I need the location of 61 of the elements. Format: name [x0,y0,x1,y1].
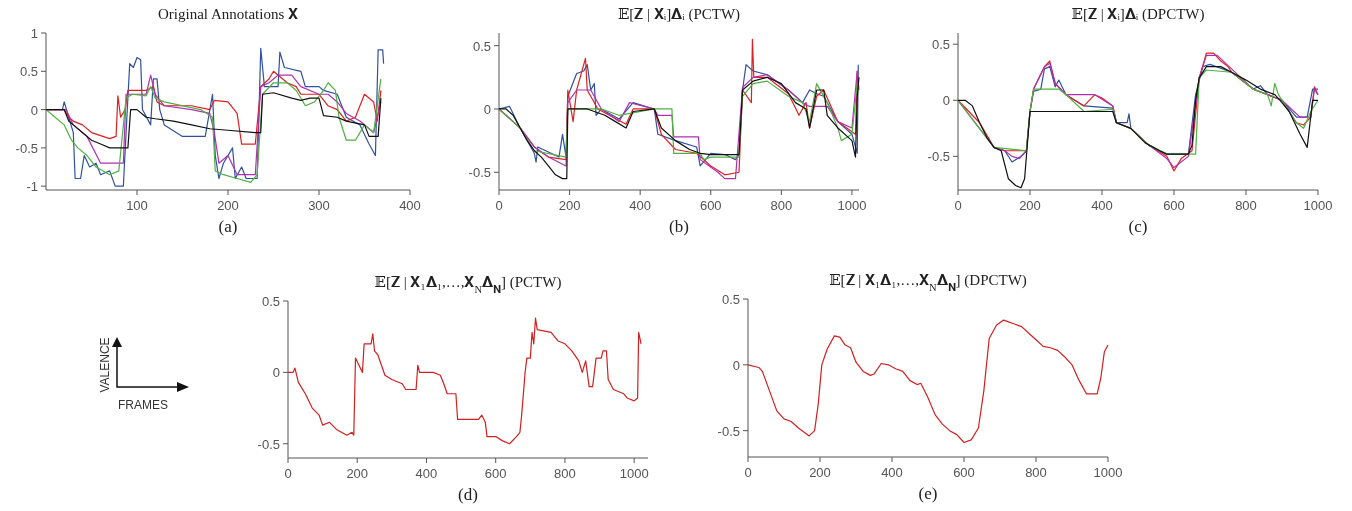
x-tick-label: 0 [954,198,962,213]
x-tick-label: 100 [126,198,148,213]
chart-title: 𝔼[𝐙 | 𝐗₁𝚫₁,…,𝐗$_{N}$𝚫$_{𝐍}$] (DPCTW) [829,272,1027,293]
x-axis-title: (e) [918,484,938,503]
x-tick-label: 400 [399,198,421,213]
y-tick-label: -0.5 [927,149,950,165]
chart-title: Original Annotations 𝐗 [158,6,298,22]
text: VALENCE [98,337,112,393]
x-axis-title: (b) [669,217,689,236]
x-tick-label: 300 [308,198,330,213]
x-tick-label: 200 [809,465,831,480]
y-tick-label: 0.5 [721,292,740,307]
y-tick-label: 0 [30,102,38,118]
y-tick-label: -0.5 [468,165,491,181]
x-tick-label: 600 [953,465,975,480]
y-tick-label: 0.5 [261,294,280,309]
y-tick-label: -1 [26,179,38,195]
x-tick-label: 600 [1163,198,1185,213]
x-tick-label: 1000 [619,466,649,481]
chart-title: 𝔼[𝐙 | 𝐗ᵢ]𝚫ᵢ (DPCTW) [1071,6,1205,23]
x-tick-label: 200 [346,466,369,481]
x-tick-label: 600 [484,466,507,481]
y-tick-label: 0.5 [19,64,38,80]
x-tick-label: 400 [629,198,652,213]
y-tick-label: 0 [272,365,280,381]
x-tick-label: 1000 [1303,198,1333,213]
x-tick-label: 200 [217,198,239,213]
y-tick-label: -0.5 [257,436,280,452]
y-tick-label: -0.5 [15,140,38,156]
y-tick-label: 0 [732,357,740,373]
line-series [747,319,1109,444]
text: FRAMES [117,398,169,412]
x-axis-title: (a) [218,217,238,236]
y-tick-label: 0.5 [472,38,491,54]
x-axis-title: (c) [1128,217,1148,236]
x-tick-label: 1000 [837,198,867,213]
x-tick-label: 0 [495,198,503,213]
x-tick-label: 400 [1091,198,1113,213]
x-tick-label: 0 [284,466,292,481]
x-tick-label: 400 [415,466,438,481]
line-series [498,80,858,161]
x-tick-label: 200 [558,198,581,213]
y-tick-label: 0 [942,93,950,109]
y-tick-label: 0.5 [931,37,950,53]
y-tick-label: 0 [483,101,491,117]
line-series [45,92,382,149]
chart-title: 𝔼[𝐙 | 𝐗ᵢ]𝚫ᵢ (PCTW) [617,6,741,23]
x-tick-label: 0 [744,465,752,480]
x-tick-label: 600 [699,198,722,213]
x-tick-label: 800 [1235,198,1257,213]
x-tick-label: 200 [1019,198,1041,213]
x-tick-label: 400 [881,465,903,480]
x-tick-label: 800 [1025,465,1047,480]
x-tick-label: 800 [770,198,793,213]
y-tick-label: 1 [30,26,38,41]
chart-title: 𝔼[𝐙 | 𝐗₁𝚫₁,…,𝐗$_{N}$𝚫$_{𝐍}$] (PCTW) [374,274,562,295]
y-tick-label: -0.5 [717,423,740,439]
x-tick-label: 800 [554,466,576,481]
x-axis-title: (d) [458,485,478,504]
line-series [287,317,642,445]
x-tick-label: 1000 [1093,465,1123,480]
